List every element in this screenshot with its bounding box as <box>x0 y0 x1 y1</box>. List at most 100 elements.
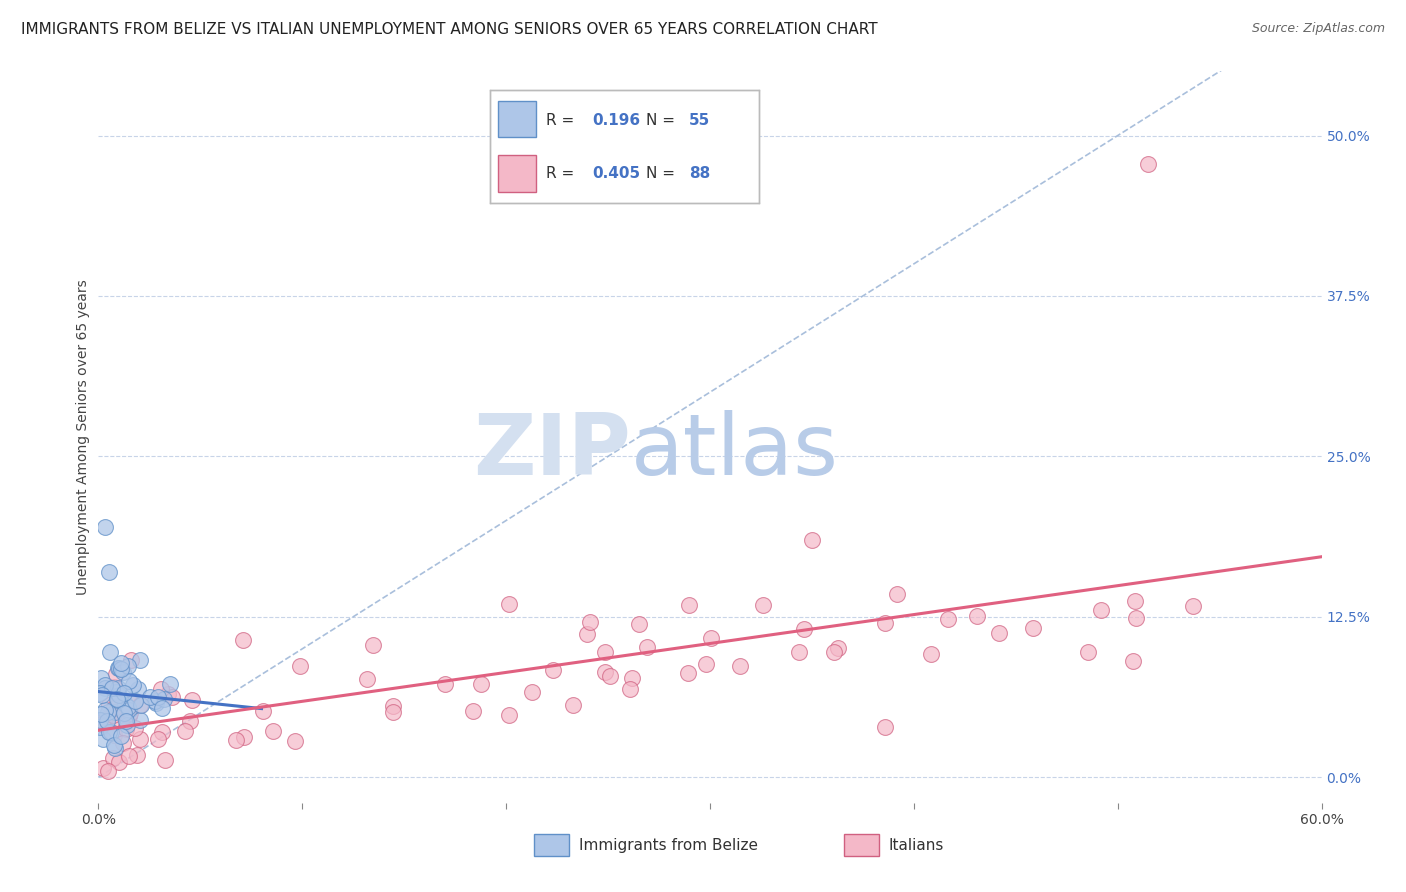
Point <box>541 663 564 677</box>
Point <box>91 731 114 746</box>
Point <box>174 724 197 739</box>
Point <box>97 724 120 739</box>
Point <box>988 625 1011 640</box>
Point <box>110 662 132 676</box>
Point <box>599 669 621 683</box>
Point <box>103 701 125 715</box>
Point <box>150 724 173 739</box>
Point <box>621 671 644 685</box>
Point <box>89 713 111 727</box>
Point <box>284 734 307 748</box>
Point <box>823 645 845 659</box>
Point <box>381 705 404 719</box>
Point <box>470 677 492 691</box>
Point <box>1090 602 1112 616</box>
Point <box>627 616 650 631</box>
Point <box>96 714 118 728</box>
Point <box>936 612 959 626</box>
Point <box>89 686 111 700</box>
Point <box>145 696 167 710</box>
Point <box>97 764 120 778</box>
Point <box>112 706 135 720</box>
Point <box>124 721 146 735</box>
Point <box>920 647 942 661</box>
Point <box>129 698 152 713</box>
Point <box>127 748 149 763</box>
Point <box>636 640 658 654</box>
Point <box>619 681 641 696</box>
Point <box>162 690 184 705</box>
Point <box>107 681 129 695</box>
Point <box>100 681 122 696</box>
Point <box>118 748 141 763</box>
Point <box>108 661 131 675</box>
Point <box>89 720 111 734</box>
Point <box>179 714 201 729</box>
Point <box>111 665 134 679</box>
Point <box>89 707 111 722</box>
Point <box>97 705 120 719</box>
Point <box>114 697 136 711</box>
Point <box>100 714 122 729</box>
Point <box>290 659 312 673</box>
Text: Source: ZipAtlas.com: Source: ZipAtlas.com <box>1251 22 1385 36</box>
Point <box>90 688 112 702</box>
Point <box>233 730 256 744</box>
Point <box>752 598 775 612</box>
Point <box>150 682 173 697</box>
Point <box>110 662 132 676</box>
Point <box>128 652 150 666</box>
Point <box>1137 157 1160 171</box>
Point <box>156 687 179 701</box>
Point <box>520 685 543 699</box>
Text: Italians: Italians <box>889 838 943 853</box>
Point <box>127 682 149 697</box>
Point <box>153 691 176 706</box>
Text: atlas: atlas <box>630 410 838 493</box>
Point <box>117 700 139 714</box>
Point <box>1022 621 1045 635</box>
Point <box>98 698 121 712</box>
Point <box>120 653 142 667</box>
Point <box>129 713 152 727</box>
Point <box>93 761 115 775</box>
Point <box>111 736 134 750</box>
Point <box>124 694 146 708</box>
Point <box>93 703 115 717</box>
Point <box>1122 654 1144 668</box>
Point <box>225 732 247 747</box>
Point <box>433 677 456 691</box>
Point <box>728 659 751 673</box>
Point <box>103 738 125 752</box>
Point <box>118 706 141 720</box>
Point <box>103 728 125 742</box>
Point <box>801 533 824 547</box>
Point <box>148 731 170 746</box>
Point <box>90 717 112 731</box>
Point <box>143 694 166 708</box>
Point <box>93 520 115 534</box>
Point <box>875 720 897 734</box>
Point <box>103 680 125 694</box>
Point <box>827 640 849 655</box>
Point <box>252 704 274 718</box>
Point <box>576 627 599 641</box>
Point <box>1077 644 1099 658</box>
Point <box>382 698 405 713</box>
Point <box>115 722 138 736</box>
Point <box>356 672 378 686</box>
Point <box>498 597 520 611</box>
Point <box>966 608 988 623</box>
Point <box>93 713 115 727</box>
Point <box>595 645 617 659</box>
Point <box>128 698 150 712</box>
Point <box>97 565 120 579</box>
Point <box>115 714 138 729</box>
Point <box>118 709 141 723</box>
Point <box>107 688 129 702</box>
Point <box>105 667 128 681</box>
Text: IMMIGRANTS FROM BELIZE VS ITALIAN UNEMPLOYMENT AMONG SENIORS OVER 65 YEARS CORRE: IMMIGRANTS FROM BELIZE VS ITALIAN UNEMPL… <box>21 22 877 37</box>
Point <box>104 705 127 719</box>
Point <box>104 684 127 698</box>
Point <box>1125 611 1147 625</box>
